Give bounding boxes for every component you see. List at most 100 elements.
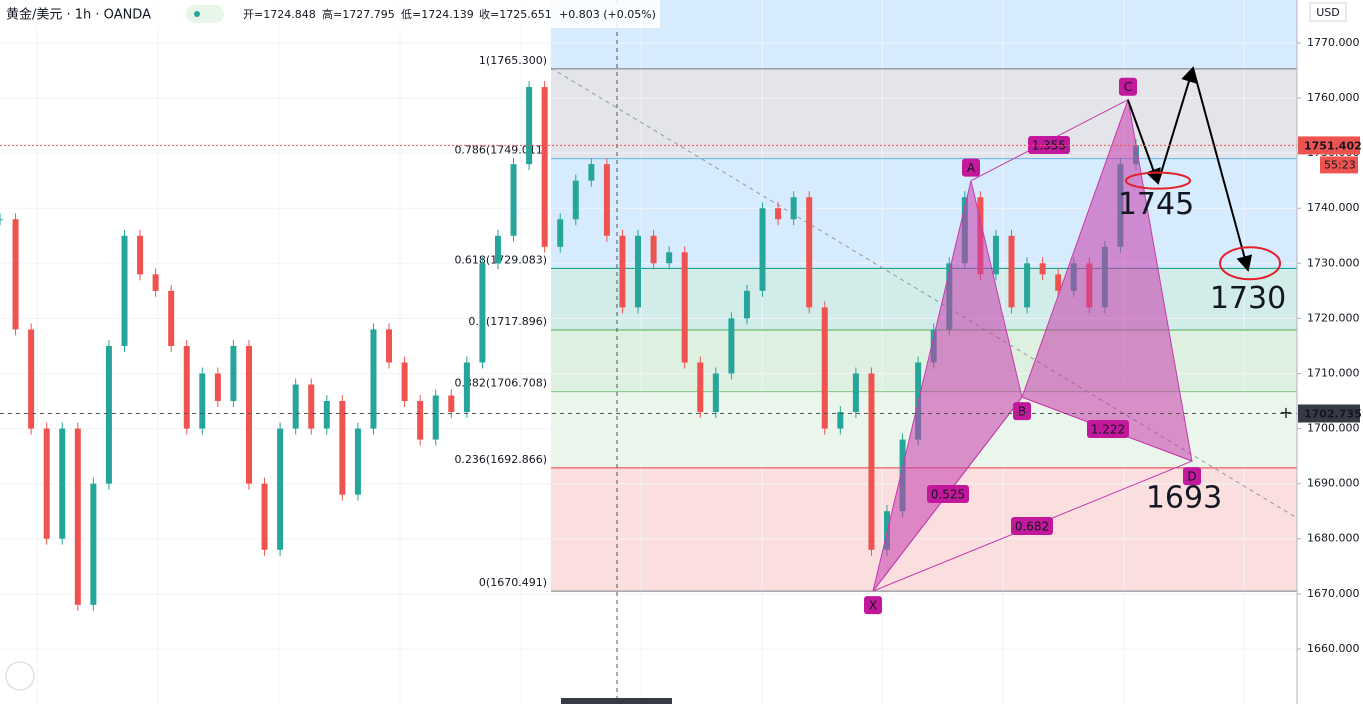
status-pill	[186, 5, 224, 23]
y-tick-label: 1770.000	[1307, 36, 1360, 49]
candle	[354, 428, 361, 495]
pattern-point: A	[967, 161, 976, 175]
candle	[806, 197, 813, 308]
pattern-point-box	[864, 596, 882, 615]
crosshair-plus: +	[1279, 403, 1292, 422]
fib-band	[551, 158, 1297, 269]
logo	[5, 661, 35, 691]
fib-band	[551, 268, 1297, 330]
last-price-tag	[1298, 136, 1360, 155]
y-tick-label: 1660.000	[1307, 642, 1360, 655]
candle	[401, 362, 408, 402]
crosshair-tag	[1298, 404, 1360, 423]
status-dot	[194, 11, 200, 17]
candle	[245, 345, 252, 484]
fib-label: 0.786(1749.011)	[454, 144, 547, 157]
candle	[292, 384, 299, 429]
candle	[619, 235, 626, 308]
candle	[90, 483, 97, 605]
arrow	[1127, 99, 1161, 185]
candle	[743, 290, 750, 319]
candle	[417, 401, 424, 440]
y-tick-label: 1710.000	[1307, 366, 1360, 379]
target-ring	[1219, 246, 1281, 281]
fib-label: 0.5(1717.896)	[468, 315, 547, 328]
y-tick-label: 1720.000	[1307, 311, 1360, 324]
trend-line	[550, 67, 1298, 519]
ohlc-open: 开=1724.848	[243, 8, 316, 21]
candle	[214, 373, 221, 402]
candle	[541, 87, 548, 247]
pattern-point: C	[1124, 80, 1132, 94]
candle	[1039, 263, 1046, 275]
candle	[432, 395, 439, 440]
candle	[199, 373, 206, 429]
candle	[121, 235, 128, 346]
candle	[12, 219, 19, 330]
fib-label: 1(1765.300)	[479, 54, 547, 67]
candle	[728, 318, 735, 374]
pattern-point-box	[1119, 77, 1137, 96]
y-tick-label: 1670.000	[1307, 587, 1360, 600]
candle	[681, 252, 688, 363]
fib-band	[551, 0, 1297, 69]
countdown-tag	[1320, 156, 1358, 174]
candle	[494, 235, 501, 264]
pattern-point-box	[962, 158, 980, 177]
candle	[168, 290, 175, 346]
candle	[1024, 263, 1031, 308]
candle	[650, 235, 657, 264]
candle	[992, 235, 999, 275]
ohlc-change: +0.803 (+0.05%)	[559, 8, 656, 21]
time-scroll	[561, 698, 672, 704]
currency-box	[1309, 2, 1347, 22]
candle	[137, 235, 144, 275]
candle	[821, 307, 828, 429]
target-label: 1693	[1146, 481, 1222, 516]
pattern-ratio: 0.525	[931, 488, 965, 502]
candle	[339, 401, 346, 495]
pattern-ratio-box	[1011, 517, 1053, 535]
candle	[277, 428, 284, 550]
fib-label: 0.382(1706.708)	[454, 377, 547, 390]
candle	[572, 180, 579, 220]
candle	[697, 362, 704, 413]
candle	[790, 197, 797, 220]
candle	[74, 428, 81, 605]
crosshair-price: 1702.735	[1304, 408, 1362, 421]
candle	[0, 219, 3, 221]
candle	[775, 208, 782, 220]
candle	[526, 87, 533, 165]
candle	[557, 219, 564, 247]
symbol: 黄金/美元 · 1h · OANDA	[6, 7, 151, 23]
fib-band	[551, 68, 1297, 159]
candle	[712, 373, 719, 413]
ohlc-high: 高=1727.795	[322, 7, 395, 21]
y-tick-label: 1730.000	[1307, 256, 1360, 269]
candle	[59, 428, 66, 539]
candle	[479, 263, 486, 363]
pattern-point-box	[1183, 467, 1201, 486]
candle	[759, 208, 766, 291]
pattern-point-box	[1013, 402, 1031, 421]
candle	[603, 164, 610, 236]
y-tick-label: 1680.000	[1307, 532, 1360, 545]
arrow	[1192, 67, 1253, 272]
candle	[635, 235, 642, 308]
candle	[510, 164, 517, 236]
candle	[43, 428, 50, 539]
fib-label: 0.236(1692.866)	[454, 453, 547, 466]
header-bg	[0, 0, 660, 28]
candle	[28, 329, 35, 429]
pattern-ratio-box	[1087, 420, 1129, 438]
candle	[370, 329, 377, 429]
ohlc-low: 低=1724.139	[401, 8, 474, 21]
arrow	[1157, 66, 1197, 184]
pattern-ratio: 0.682	[1015, 520, 1049, 534]
last-price: 1751.402	[1304, 139, 1362, 152]
y-tick-label: 1700.000	[1307, 422, 1360, 435]
candle	[852, 373, 859, 413]
target-ring	[1125, 171, 1191, 190]
candle	[308, 384, 315, 429]
